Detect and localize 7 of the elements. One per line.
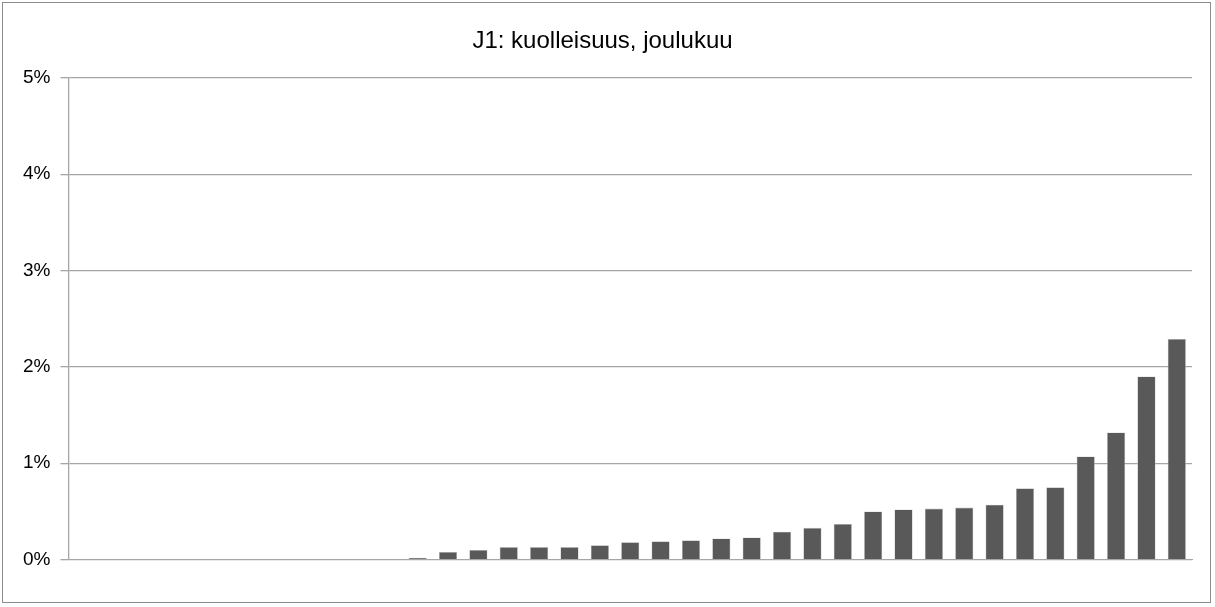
y-tick-label: 2% [22, 355, 51, 377]
y-tick-label: 4% [22, 162, 51, 184]
y-tick-label: 5% [22, 66, 51, 88]
y-tick-label: 0% [22, 547, 51, 569]
y-tick-label: 1% [22, 451, 51, 473]
chart-title: J1: kuolleisuus, joulukuu [472, 26, 733, 54]
y-tick-label: 3% [22, 258, 51, 280]
